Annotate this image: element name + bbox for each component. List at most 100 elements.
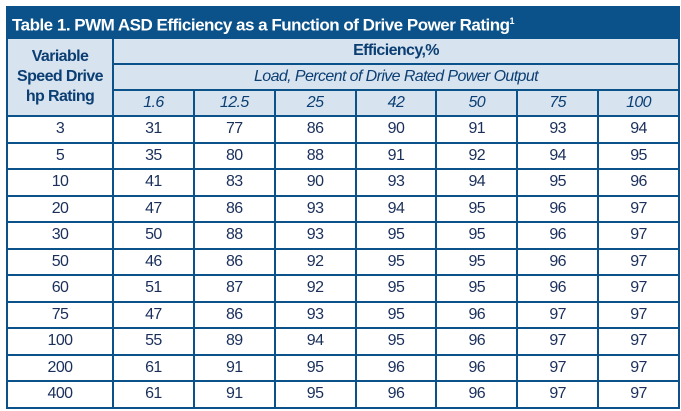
efficiency-cell: 96 bbox=[354, 380, 438, 409]
efficiency-cell: 95 bbox=[354, 300, 438, 329]
efficiency-cell: 97 bbox=[516, 300, 600, 329]
efficiency-cell: 61 bbox=[112, 380, 195, 409]
efficiency-cell: 95 bbox=[354, 221, 438, 250]
efficiency-cell: 97 bbox=[597, 327, 680, 356]
hp-rating-cell: 30 bbox=[6, 221, 114, 250]
hp-rating-cell: 200 bbox=[6, 353, 114, 382]
efficiency-cell: 31 bbox=[112, 115, 195, 144]
efficiency-cell: 91 bbox=[435, 115, 519, 144]
efficiency-cell: 95 bbox=[597, 141, 680, 170]
efficiency-cell: 96 bbox=[354, 353, 438, 382]
efficiency-cell: 96 bbox=[516, 194, 600, 223]
efficiency-cell: 95 bbox=[435, 221, 519, 250]
efficiency-cell: 94 bbox=[273, 327, 357, 356]
efficiency-cell: 89 bbox=[192, 327, 276, 356]
table-row: 100 55 89 94 95 96 97 97 bbox=[6, 327, 680, 356]
hp-rating-cell: 50 bbox=[6, 247, 114, 276]
efficiency-cell: 90 bbox=[273, 168, 357, 197]
efficiency-cell: 92 bbox=[435, 141, 519, 170]
efficiency-cell: 95 bbox=[435, 194, 519, 223]
efficiency-cell: 96 bbox=[516, 247, 600, 276]
hp-rating-header: Variable Speed Drive hp Rating bbox=[6, 37, 114, 117]
efficiency-cell: 86 bbox=[192, 300, 276, 329]
efficiency-cell: 96 bbox=[516, 221, 600, 250]
efficiency-cell: 77 bbox=[192, 115, 276, 144]
efficiency-cell: 93 bbox=[273, 221, 357, 250]
efficiency-cell: 35 bbox=[112, 141, 195, 170]
efficiency-cell: 93 bbox=[516, 115, 600, 144]
efficiency-cell: 86 bbox=[192, 194, 276, 223]
hp-rating-cell: 20 bbox=[6, 194, 114, 223]
efficiency-cell: 97 bbox=[516, 353, 600, 382]
table-row: 20 47 86 93 94 95 96 97 bbox=[6, 194, 680, 223]
efficiency-cell: 86 bbox=[192, 247, 276, 276]
hp-rating-cell: 5 bbox=[6, 141, 114, 170]
efficiency-cell: 97 bbox=[597, 380, 680, 409]
table-row: 50 46 86 92 95 95 96 97 bbox=[6, 247, 680, 276]
efficiency-cell: 97 bbox=[597, 274, 680, 303]
efficiency-cell: 96 bbox=[435, 380, 519, 409]
efficiency-cell: 95 bbox=[354, 247, 438, 276]
efficiency-cell: 47 bbox=[112, 194, 195, 223]
hp-rating-cell: 10 bbox=[6, 168, 114, 197]
efficiency-cell: 83 bbox=[192, 168, 276, 197]
table-row: 30 50 88 93 95 95 96 97 bbox=[6, 221, 680, 250]
footnote-marker: 1 bbox=[509, 16, 514, 26]
efficiency-cell: 91 bbox=[192, 353, 276, 382]
efficiency-cell: 61 bbox=[112, 353, 195, 382]
efficiency-cell: 95 bbox=[354, 327, 438, 356]
load-column-header: 75 bbox=[516, 89, 600, 117]
efficiency-cell: 97 bbox=[597, 221, 680, 250]
efficiency-cell: 92 bbox=[273, 247, 357, 276]
efficiency-cell: 51 bbox=[112, 274, 195, 303]
efficiency-table-container: Table 1. PWM ASD Efficiency as a Functio… bbox=[6, 6, 680, 409]
efficiency-cell: 97 bbox=[597, 194, 680, 223]
efficiency-cell: 88 bbox=[192, 221, 276, 250]
efficiency-cell: 94 bbox=[516, 141, 600, 170]
efficiency-cell: 88 bbox=[273, 141, 357, 170]
efficiency-cell: 94 bbox=[597, 115, 680, 144]
efficiency-cell: 96 bbox=[516, 274, 600, 303]
efficiency-cell: 94 bbox=[435, 168, 519, 197]
table-row: 10 41 83 90 93 94 95 96 bbox=[6, 168, 680, 197]
table-title: Table 1. PWM ASD Efficiency as a Functio… bbox=[6, 6, 680, 37]
hp-rating-cell: 100 bbox=[6, 327, 114, 356]
efficiency-cell: 46 bbox=[112, 247, 195, 276]
efficiency-cell: 96 bbox=[597, 168, 680, 197]
table-row: 3 31 77 86 90 91 93 94 bbox=[6, 115, 680, 144]
efficiency-cell: 97 bbox=[516, 327, 600, 356]
efficiency-cell: 97 bbox=[597, 300, 680, 329]
table-row: 400 61 91 95 96 96 97 97 bbox=[6, 380, 680, 409]
efficiency-cell: 97 bbox=[597, 353, 680, 382]
efficiency-cell: 91 bbox=[354, 141, 438, 170]
hp-rating-cell: 60 bbox=[6, 274, 114, 303]
efficiency-cell: 93 bbox=[273, 300, 357, 329]
efficiency-cell: 94 bbox=[354, 194, 438, 223]
efficiency-cell: 95 bbox=[354, 274, 438, 303]
efficiency-cell: 47 bbox=[112, 300, 195, 329]
efficiency-cell: 80 bbox=[192, 141, 276, 170]
table-row: 75 47 86 93 95 96 97 97 bbox=[6, 300, 680, 329]
load-column-header: 42 bbox=[354, 89, 438, 117]
table-row: 60 51 87 92 95 95 96 97 bbox=[6, 274, 680, 303]
efficiency-cell: 96 bbox=[435, 353, 519, 382]
load-header: Load, Percent of Drive Rated Power Outpu… bbox=[112, 63, 680, 91]
efficiency-cell: 41 bbox=[112, 168, 195, 197]
efficiency-cell: 90 bbox=[354, 115, 438, 144]
efficiency-cell: 93 bbox=[354, 168, 438, 197]
efficiency-cell: 97 bbox=[597, 247, 680, 276]
table-title-text: Table 1. PWM ASD Efficiency as a Functio… bbox=[12, 15, 510, 35]
efficiency-cell: 96 bbox=[435, 300, 519, 329]
load-column-header: 50 bbox=[435, 89, 519, 117]
efficiency-cell: 91 bbox=[192, 380, 276, 409]
hp-rating-cell: 400 bbox=[6, 380, 114, 409]
efficiency-cell: 92 bbox=[273, 274, 357, 303]
efficiency-cell: 55 bbox=[112, 327, 195, 356]
efficiency-cell: 87 bbox=[192, 274, 276, 303]
efficiency-cell: 97 bbox=[516, 380, 600, 409]
load-column-header: 100 bbox=[597, 89, 680, 117]
efficiency-cell: 95 bbox=[516, 168, 600, 197]
efficiency-cell: 95 bbox=[273, 380, 357, 409]
efficiency-cell: 96 bbox=[435, 327, 519, 356]
efficiency-cell: 93 bbox=[273, 194, 357, 223]
